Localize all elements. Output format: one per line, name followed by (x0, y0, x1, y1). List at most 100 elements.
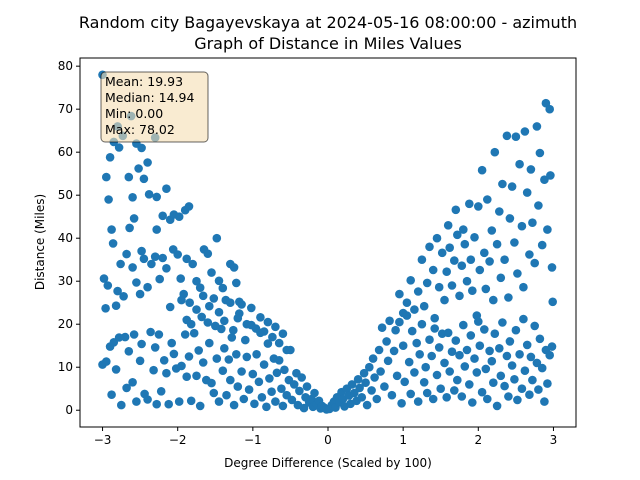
data-point (205, 338, 214, 348)
data-point (99, 274, 109, 283)
y-tick-label: 80 (58, 59, 73, 73)
data-point (368, 354, 378, 363)
data-point (520, 127, 530, 136)
data-point (207, 378, 216, 388)
data-point (468, 398, 477, 407)
data-point (357, 393, 367, 402)
data-point (546, 171, 555, 180)
data-point (355, 383, 364, 393)
data-point (189, 328, 199, 338)
data-point (412, 338, 422, 348)
data-point (233, 382, 243, 391)
data-point (498, 318, 507, 327)
data-point (173, 250, 182, 259)
data-point (507, 182, 517, 191)
data-point (395, 289, 404, 299)
data-point (162, 264, 171, 273)
data-point (114, 143, 124, 152)
data-point (117, 400, 126, 410)
data-point (392, 371, 402, 381)
data-point (139, 254, 149, 264)
data-point (207, 268, 216, 277)
data-point (158, 211, 167, 221)
data-point (466, 331, 476, 340)
data-point (477, 165, 487, 175)
data-point (428, 394, 438, 404)
data-point (526, 352, 536, 362)
data-point (389, 346, 399, 356)
data-point (287, 395, 297, 405)
data-point (543, 225, 552, 234)
data-point (186, 396, 196, 406)
data-point (159, 356, 169, 365)
data-point (422, 278, 432, 288)
data-point (540, 397, 549, 406)
data-points (98, 70, 557, 414)
data-point (128, 193, 137, 202)
data-point (543, 379, 552, 388)
data-point (432, 233, 442, 243)
stats-median: Median: 14.94 (105, 90, 194, 105)
data-point (453, 230, 462, 240)
data-point (425, 242, 434, 252)
data-point (242, 319, 252, 329)
data-point (528, 375, 537, 385)
data-point (237, 300, 246, 309)
data-point (152, 399, 161, 409)
data-point (107, 390, 116, 400)
data-point (451, 336, 461, 345)
data-point (459, 320, 468, 330)
data-point (143, 158, 152, 167)
data-point (547, 263, 557, 272)
data-point (143, 282, 152, 292)
data-point (237, 367, 246, 376)
data-point (192, 371, 201, 381)
data-point (413, 287, 423, 296)
x-tick-label: 3 (550, 433, 558, 447)
data-point (502, 351, 512, 361)
data-point (447, 347, 457, 357)
data-point (404, 357, 414, 367)
data-point (455, 291, 464, 301)
data-point (487, 356, 497, 366)
data-point (150, 343, 160, 352)
data-point (430, 313, 440, 323)
data-point (487, 226, 497, 235)
data-point (104, 195, 113, 204)
data-point (150, 252, 160, 261)
data-point (289, 380, 299, 389)
data-point (365, 362, 374, 372)
data-point (180, 330, 190, 339)
data-point (370, 373, 379, 382)
data-point (442, 267, 452, 277)
data-point (361, 378, 370, 388)
data-point (143, 395, 152, 404)
data-point (162, 368, 171, 378)
data-point (440, 295, 449, 305)
data-point (530, 258, 539, 268)
data-point (353, 375, 363, 384)
data-point (247, 303, 256, 313)
data-point (522, 340, 532, 350)
data-point (209, 388, 219, 398)
data-point (417, 255, 427, 264)
y-tick-label: 60 (58, 145, 73, 159)
data-point (417, 319, 427, 329)
data-point (513, 269, 522, 278)
data-point (176, 274, 185, 283)
data-point (124, 172, 134, 182)
data-point (212, 233, 222, 243)
data-point (462, 276, 472, 286)
data-point (211, 321, 220, 331)
data-point (192, 305, 201, 314)
data-point (525, 250, 534, 259)
data-point (102, 172, 111, 182)
data-point (212, 354, 222, 363)
data-point (505, 214, 515, 223)
data-point (460, 362, 470, 371)
data-point (120, 332, 130, 342)
x-tick-label: −3 (94, 433, 112, 447)
data-point (222, 390, 231, 400)
data-point (116, 259, 125, 269)
data-point (259, 327, 269, 336)
